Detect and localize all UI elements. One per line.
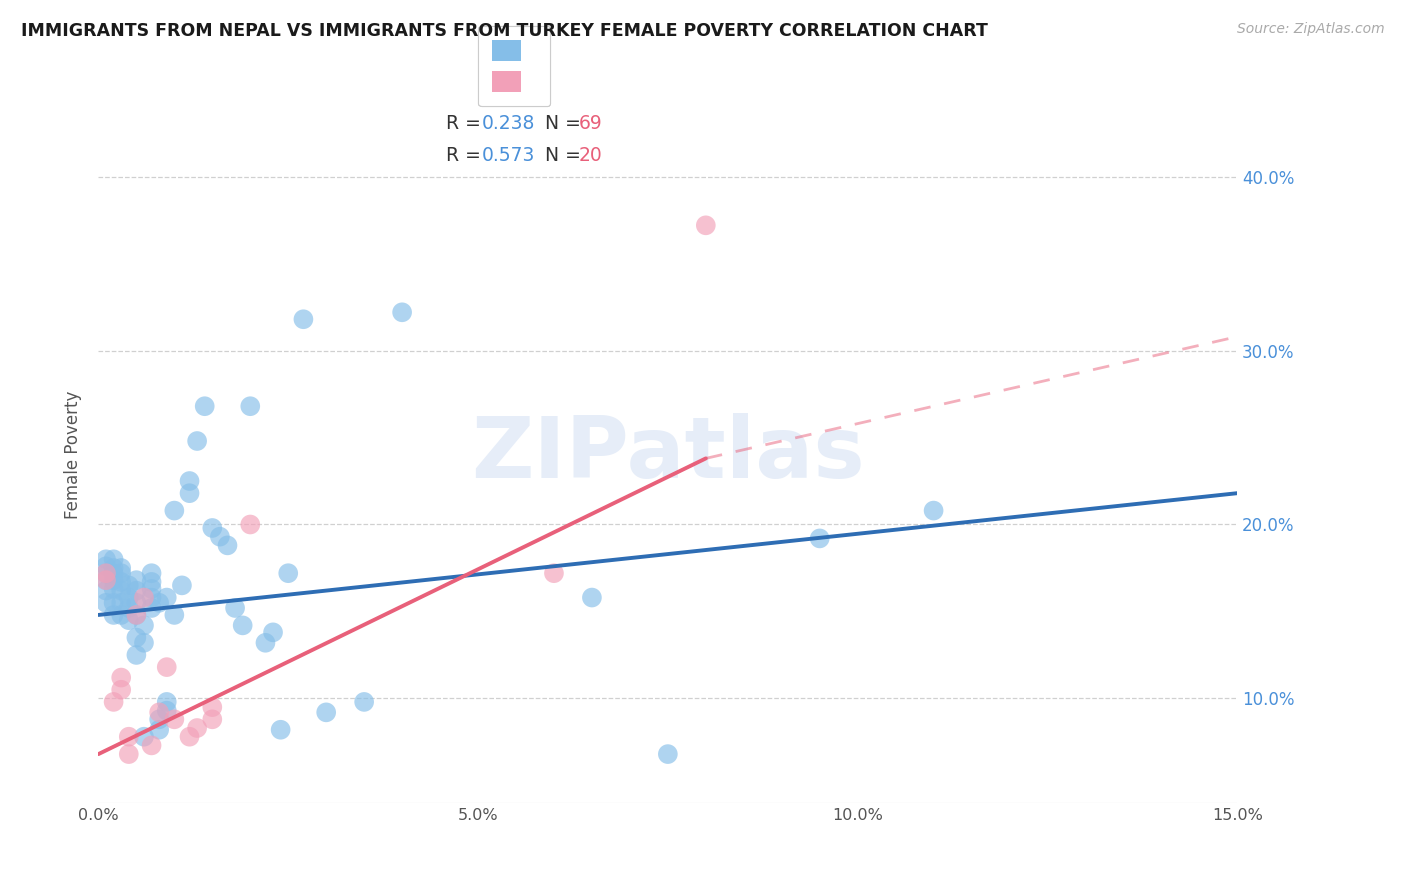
Point <box>110 671 132 685</box>
Point <box>217 538 239 552</box>
Point <box>232 618 254 632</box>
Point <box>208 530 231 544</box>
Point <box>103 552 125 566</box>
Point <box>156 695 179 709</box>
Text: N =: N = <box>533 146 588 165</box>
Point <box>110 561 132 575</box>
Point <box>543 566 565 581</box>
Point <box>179 730 201 744</box>
Point <box>292 312 315 326</box>
Point <box>125 596 148 610</box>
Point <box>125 573 148 587</box>
Point <box>657 747 679 761</box>
Point <box>254 636 277 650</box>
Legend: , : , <box>478 26 550 106</box>
Point <box>239 399 262 413</box>
Point <box>270 723 292 737</box>
Text: 0.238: 0.238 <box>482 114 536 133</box>
Point <box>125 607 148 622</box>
Point <box>277 566 299 581</box>
Point <box>201 521 224 535</box>
Point <box>132 618 155 632</box>
Point <box>110 583 132 598</box>
Point <box>179 474 201 488</box>
Point <box>125 648 148 662</box>
Point <box>353 695 375 709</box>
Point <box>132 730 155 744</box>
Point <box>103 596 125 610</box>
Point <box>118 601 141 615</box>
Point <box>201 712 224 726</box>
Point <box>201 700 224 714</box>
Point <box>141 574 163 589</box>
Point <box>156 660 179 674</box>
Text: 20: 20 <box>579 146 603 165</box>
Point <box>103 573 125 587</box>
Point <box>110 607 132 622</box>
Point <box>103 695 125 709</box>
Point <box>103 582 125 596</box>
Point <box>156 591 179 605</box>
Point <box>118 747 141 761</box>
Point <box>186 721 208 735</box>
Point <box>118 591 141 605</box>
Point <box>224 601 246 615</box>
Point <box>118 613 141 627</box>
Point <box>118 730 141 744</box>
Point <box>315 706 337 720</box>
Point <box>581 591 603 605</box>
Text: R =: R = <box>446 114 486 133</box>
Text: IMMIGRANTS FROM NEPAL VS IMMIGRANTS FROM TURKEY FEMALE POVERTY CORRELATION CHART: IMMIGRANTS FROM NEPAL VS IMMIGRANTS FROM… <box>21 22 988 40</box>
Point <box>391 305 413 319</box>
Point <box>103 561 125 575</box>
Point <box>141 739 163 753</box>
Point <box>110 574 132 589</box>
Point <box>110 596 132 610</box>
Point <box>132 636 155 650</box>
Point <box>94 596 117 610</box>
Point <box>132 591 155 605</box>
Point <box>156 704 179 718</box>
Point <box>118 578 141 592</box>
Point <box>141 591 163 605</box>
Point <box>262 625 284 640</box>
Point <box>179 486 201 500</box>
Text: Source: ZipAtlas.com: Source: ZipAtlas.com <box>1237 22 1385 37</box>
Point <box>163 607 186 622</box>
Text: ZIPatlas: ZIPatlas <box>471 413 865 497</box>
Point <box>170 578 193 592</box>
Point <box>163 503 186 517</box>
Point <box>148 723 170 737</box>
Point <box>125 631 148 645</box>
Point <box>94 573 117 587</box>
Point <box>922 503 945 517</box>
Point <box>695 219 717 233</box>
Point <box>94 566 117 581</box>
Point <box>94 559 117 574</box>
Text: N =: N = <box>533 114 588 133</box>
Y-axis label: Female Poverty: Female Poverty <box>65 391 83 519</box>
Point <box>94 566 117 581</box>
Text: 0.573: 0.573 <box>482 146 536 165</box>
Point <box>163 712 186 726</box>
Point <box>141 582 163 596</box>
Point <box>94 552 117 566</box>
Point <box>148 596 170 610</box>
Point <box>94 583 117 598</box>
Point <box>239 517 262 532</box>
Point <box>194 399 217 413</box>
Point <box>110 566 132 581</box>
Point <box>125 583 148 598</box>
Point <box>110 682 132 697</box>
Point <box>505 816 527 830</box>
Point <box>103 566 125 581</box>
Text: R =: R = <box>446 146 486 165</box>
Point <box>94 573 117 587</box>
Point <box>125 607 148 622</box>
Point <box>103 607 125 622</box>
Point <box>141 601 163 615</box>
Point <box>808 532 831 546</box>
Point <box>148 706 170 720</box>
Point <box>186 434 208 448</box>
